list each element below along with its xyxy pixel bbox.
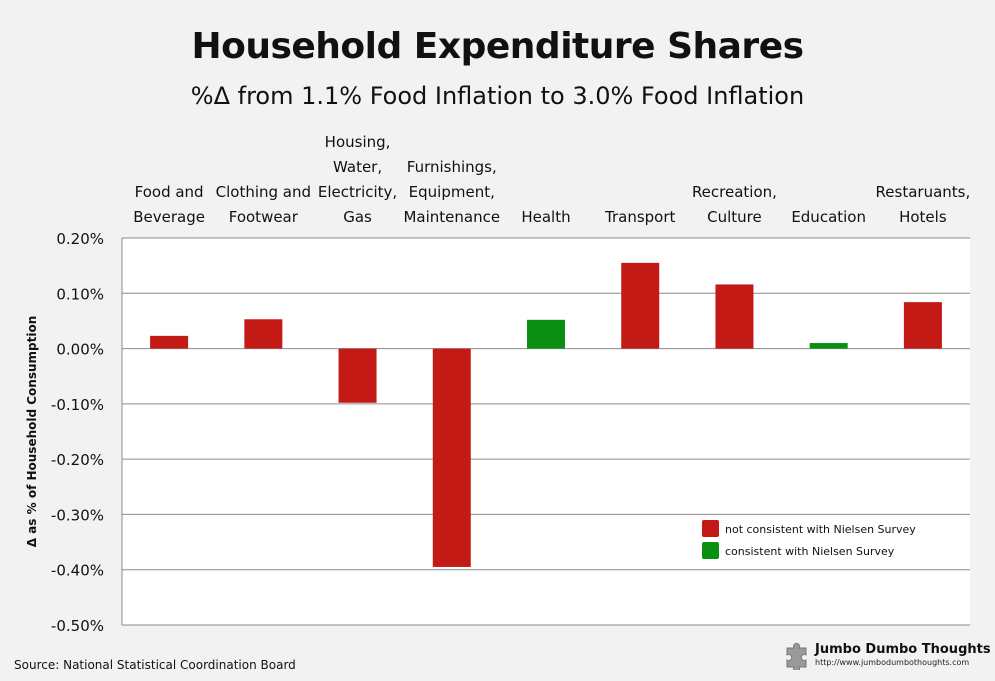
legend-label: consistent with Nielsen Survey xyxy=(725,545,895,558)
y-axis-label: Δ as % of Household Consumption xyxy=(25,316,39,548)
category-label: Health xyxy=(521,208,570,226)
y-tick-label: -0.10% xyxy=(51,396,104,414)
y-tick-label: -0.30% xyxy=(51,506,104,524)
y-tick-label: -0.50% xyxy=(51,617,104,635)
category-label: Transport xyxy=(604,208,676,226)
category-label: Gas xyxy=(343,208,372,226)
puzzle-piece-icon xyxy=(786,642,807,670)
legend-swatch xyxy=(702,520,719,537)
y-tick-label: 0.10% xyxy=(56,285,104,303)
category-label: Restaruants, xyxy=(876,183,971,201)
source-text: National Statistical Coordination Board xyxy=(63,658,296,672)
bar xyxy=(432,348,471,567)
plot-area xyxy=(122,238,970,625)
chart-title: Household Expenditure Shares xyxy=(191,26,804,67)
category-label: Beverage xyxy=(133,208,205,226)
category-label: Food and xyxy=(135,183,204,201)
category-label: Hotels xyxy=(899,208,947,226)
source-note: Source: National Statistical Coordinatio… xyxy=(14,658,296,672)
chart-subtitle: %Δ from 1.1% Food Inflation to 3.0% Food… xyxy=(190,82,805,110)
category-label: Culture xyxy=(707,208,762,226)
bar xyxy=(338,348,377,403)
bar xyxy=(715,284,754,349)
bar xyxy=(244,319,283,349)
category-label: Maintenance xyxy=(403,208,500,226)
legend-label: not consistent with Nielsen Survey xyxy=(725,523,916,536)
category-label: Clothing and xyxy=(216,183,311,201)
category-label: Education xyxy=(791,208,866,226)
category-label: Equipment, xyxy=(409,183,495,201)
y-tick-label: 0.20% xyxy=(56,230,104,248)
category-label: Recreation, xyxy=(692,183,777,201)
source-label: Source: xyxy=(14,658,60,672)
category-label: Furnishings, xyxy=(407,158,497,176)
category-label: Footwear xyxy=(229,208,299,226)
y-tick-label: -0.40% xyxy=(51,562,104,580)
brand-url: http://www.jumbodumbothoughts.com xyxy=(815,658,970,667)
legend-swatch xyxy=(702,542,719,559)
category-label: Water, xyxy=(333,158,382,176)
category-label: Housing, xyxy=(325,133,391,151)
bar xyxy=(150,335,189,349)
bar xyxy=(621,262,660,349)
y-tick-label: -0.20% xyxy=(51,451,104,469)
brand-name: Jumbo Dumbo Thoughts xyxy=(815,642,991,657)
bar xyxy=(903,302,942,349)
bar xyxy=(527,319,565,349)
bar xyxy=(809,343,848,349)
category-label: Electricity, xyxy=(318,183,397,201)
y-tick-label: 0.00% xyxy=(56,341,104,359)
